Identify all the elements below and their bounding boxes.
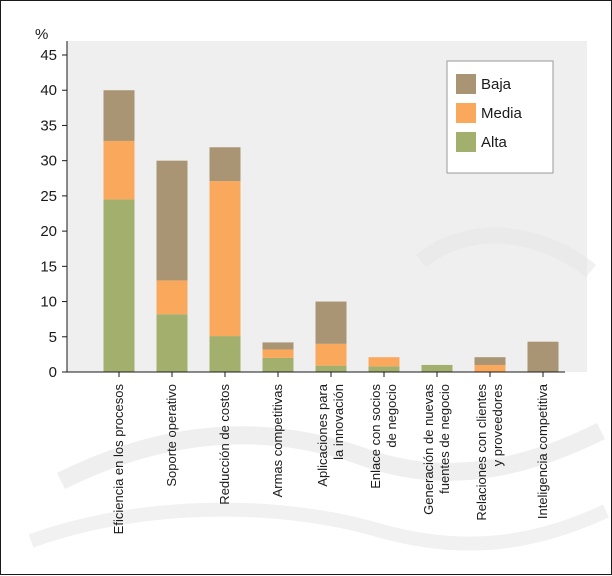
x-tick-label: Aplicaciones para la innovación [315, 383, 346, 486]
x-tick-label-line: Enlace con socios [368, 384, 383, 489]
y-tick-label: 0 [49, 364, 57, 381]
x-tick-label: Soporte operativo [164, 384, 179, 487]
legend-label-media: Media [481, 105, 523, 122]
x-tick-label-line: Inteligencia competitiva [535, 383, 550, 519]
bar-segment-baja [527, 341, 559, 372]
x-tick-label-line: la innovación [331, 384, 346, 460]
bar-segment-alta [315, 365, 347, 372]
x-tick-label: Eficiencia en los procesos [111, 384, 126, 535]
x-tick-label: Inteligencia competitiva [535, 383, 550, 519]
legend-label-baja: Baja [481, 76, 512, 93]
x-tick-label-line: Aplicaciones para [315, 383, 330, 486]
y-tick-label: 5 [49, 329, 57, 346]
background-watermark [28, 227, 609, 551]
bar-segment-baja [156, 160, 188, 281]
x-tick-label-line: y proveedores [490, 384, 505, 467]
x-tick-label: Reducción de costos [217, 384, 232, 505]
y-tick-label: 35 [40, 117, 57, 134]
x-tick-label-line: Soporte operativo [164, 384, 179, 487]
x-tick-label-line: Relaciones con clientes [474, 384, 489, 521]
y-tick-label: 15 [40, 258, 57, 275]
bar-segment-baja [315, 301, 347, 344]
legend: Baja Media Alta [446, 60, 554, 174]
y-tick-label: 20 [40, 223, 57, 240]
bar-segment-alta [209, 336, 241, 372]
bar-segment-media [209, 181, 241, 337]
x-tick-label-line: Generación de nuevas [421, 384, 436, 515]
bar-segment-alta [421, 364, 453, 372]
y-tick-label: 40 [40, 82, 57, 99]
bar-segment-media [156, 280, 188, 315]
bar-segment-baja [209, 147, 241, 182]
bars-group [103, 90, 559, 372]
x-tick-label-line: Eficiencia en los procesos [111, 384, 126, 535]
x-tick-label: Generación de nuevas fuentes de negocio [421, 384, 452, 515]
legend-swatch-alta [456, 132, 476, 152]
x-tick-label-line: fuentes de negocio [437, 384, 452, 494]
legend-swatch-baja [456, 74, 476, 94]
bar-segment-media [262, 349, 294, 358]
bar-segment-alta [103, 199, 135, 372]
legend-swatch-media [456, 103, 476, 123]
y-tick-label: 10 [40, 294, 57, 311]
bar-segment-baja [103, 90, 135, 141]
x-tick-label-line: Reducción de costos [217, 384, 232, 505]
y-axis: 0 5 10 15 20 25 30 35 40 45 [40, 41, 68, 381]
bar-segment-alta [262, 357, 294, 372]
x-tick-label: Armas competitivas [270, 384, 285, 498]
bar-segment-alta [156, 314, 188, 372]
bar-segment-baja [474, 357, 506, 365]
legend-label-alta: Alta [481, 134, 508, 151]
y-tick-label: 45 [40, 47, 57, 64]
x-tick-label-line: Armas competitivas [270, 384, 285, 498]
y-tick-label: 30 [40, 153, 57, 170]
bar-segment-media [315, 343, 347, 366]
bar-segment-baja [262, 342, 294, 350]
bar-segment-alta [368, 366, 400, 372]
bar-segment-media [474, 364, 506, 372]
x-tick-label: Enlace con socios de negocio [368, 384, 399, 489]
x-axis: Eficiencia en los procesos Soporte operat… [67, 371, 565, 535]
bar-segment-media [103, 140, 135, 200]
y-tick-label: 25 [40, 188, 57, 205]
bar-segment-media [368, 357, 400, 367]
x-tick-label-line: de negocio [384, 384, 399, 448]
y-axis-unit-label: % [35, 26, 48, 43]
x-tick-label: Relaciones con clientes y proveedores [474, 384, 505, 521]
